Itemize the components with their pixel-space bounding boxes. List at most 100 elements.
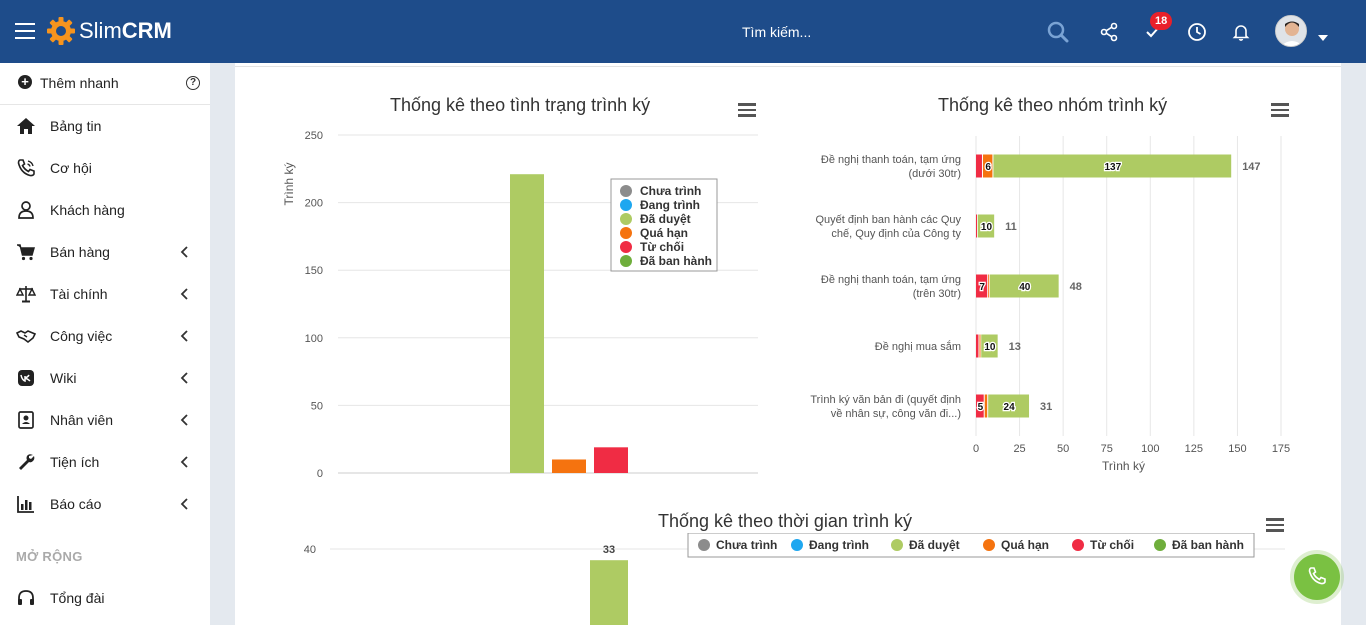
search-icon[interactable] <box>1047 21 1069 43</box>
sidebar-item-tong-dai[interactable]: Tổng đài <box>0 577 210 619</box>
x-tick-label: 150 <box>1228 443 1246 455</box>
y-tick-label: 150 <box>305 265 323 277</box>
y-tick-label: 40 <box>304 544 316 556</box>
data-label: 10 <box>981 222 993 233</box>
vk-icon <box>18 370 34 386</box>
headset-icon <box>18 590 34 605</box>
bar-segment <box>984 394 988 418</box>
chart-time-menu-icon[interactable] <box>1266 518 1284 532</box>
help-icon[interactable]: ? <box>186 76 200 90</box>
sidebar-item-label: Báo cáo <box>50 496 102 512</box>
quick-add-label: Thêm nhanh <box>40 75 119 91</box>
x-tick-label: 25 <box>1013 443 1025 455</box>
category-label: Trình ký văn bản đi (quyết định <box>810 394 961 406</box>
x-tick-label: 75 <box>1101 443 1113 455</box>
sidebar-item-label: Bảng tin <box>50 118 102 134</box>
legend-marker <box>791 539 803 551</box>
bar <box>552 459 586 473</box>
sidebar-item-khach-hang[interactable]: Khách hàng <box>0 189 210 231</box>
bar-segment <box>988 274 990 298</box>
chart-group-menu-icon[interactable] <box>1271 103 1289 117</box>
x-tick-label: 125 <box>1185 443 1203 455</box>
bar-segment <box>977 214 995 238</box>
quick-add-button[interactable]: + Thêm nhanh ? <box>0 63 210 105</box>
sidebar-item-bao-cao[interactable]: Báo cáo <box>0 483 210 525</box>
legend-label: Chưa trình <box>640 184 701 198</box>
home-icon <box>17 118 35 134</box>
user-menu-caret-icon[interactable] <box>1318 35 1328 41</box>
bar-segment <box>976 154 982 178</box>
sidebar-item-bang-tin[interactable]: Bảng tin <box>0 105 210 147</box>
sidebar-item-tien-ich[interactable]: Tiện ích <box>0 441 210 483</box>
category-label: Đề nghị thanh toán, tạm ứng <box>821 154 961 166</box>
clock-icon[interactable] <box>1187 22 1207 42</box>
data-label: 40 <box>1019 282 1031 293</box>
sidebar-section-heading: MỞ RỘNG <box>16 549 83 564</box>
legend-label: Từ chối <box>640 240 684 254</box>
sidebar-item-co-hoi[interactable]: Cơ hội <box>0 147 210 189</box>
legend-marker <box>620 241 632 253</box>
legend-label: Đã duyệt <box>640 212 691 226</box>
bar <box>590 560 628 625</box>
sidebar-item-wiki[interactable]: Wiki <box>0 357 210 399</box>
call-button[interactable] <box>1294 554 1340 600</box>
legend-label: Từ chối <box>1090 538 1134 552</box>
user-avatar[interactable] <box>1275 15 1307 47</box>
legend-marker <box>1154 539 1166 551</box>
sidebar-item-label: Tiện ích <box>50 454 100 470</box>
category-label: chế, Quy định của Công ty <box>831 228 961 240</box>
sidebar-item-nhan-vien[interactable]: Nhân viên <box>0 399 210 441</box>
legend-marker <box>620 255 632 267</box>
bar-segment <box>976 394 984 418</box>
share-icon[interactable] <box>1099 22 1119 42</box>
category-label: về nhân sự, công văn đi...) <box>831 408 961 420</box>
sidebar-item-label: Tổng đài <box>50 590 105 606</box>
chart-time-title: Thống kê theo thời gian trình ký <box>658 511 912 531</box>
sidebar-item-ban-hang[interactable]: Bán hàng <box>0 231 210 273</box>
x-tick-label: 100 <box>1141 443 1159 455</box>
data-label: 5 <box>978 402 984 413</box>
chart-status-menu-icon[interactable] <box>738 103 756 117</box>
app-logo[interactable]: SlimCRM <box>46 15 172 47</box>
bell-icon[interactable] <box>1231 22 1251 42</box>
cart-icon <box>17 244 35 261</box>
bar <box>594 447 628 473</box>
y-tick-label: 0 <box>317 468 323 480</box>
total-label: 11 <box>1005 221 1017 233</box>
bar-segment <box>979 334 981 358</box>
chart-group-title: Thống kê theo nhóm trình ký <box>938 95 1168 115</box>
chart-time: 40 33 Chưa trình Đang trình Đã duyệt Quá hạn T… <box>304 533 1285 625</box>
total-label: 147 <box>1242 161 1260 173</box>
menu-toggle-icon[interactable] <box>15 23 35 41</box>
legend-label: Quá hạn <box>1001 538 1049 552</box>
sidebar-item-label: Cơ hội <box>50 160 92 176</box>
category-label: Quyết định ban hành các Quy <box>815 214 961 226</box>
data-label: 6 <box>985 162 991 173</box>
legend-label: Đang trình <box>640 198 700 212</box>
wrench-icon <box>19 454 35 470</box>
bar-segment <box>993 154 1232 178</box>
sidebar-item-tai-chinh[interactable]: Tài chính <box>0 273 210 315</box>
legend-label: Đã duyệt <box>909 538 960 552</box>
legend-marker <box>620 185 632 197</box>
sidebar-item-label: Công việc <box>50 328 113 344</box>
sidebar-item-label: Nhân viên <box>50 412 114 428</box>
sidebar: + Thêm nhanh ? Bảng tin Cơ hội Khách hàn… <box>0 63 210 625</box>
bar <box>510 174 544 473</box>
data-label: 33 <box>603 544 615 556</box>
legend-marker <box>620 227 632 239</box>
data-label: 24 <box>1004 402 1016 413</box>
bar-segment <box>976 334 979 358</box>
total-label: 13 <box>1009 341 1021 353</box>
legend-marker <box>698 539 710 551</box>
avatar-image <box>1276 16 1306 46</box>
search-input[interactable]: Tìm kiếm... <box>742 24 812 40</box>
sidebar-item-label: Khách hàng <box>50 202 125 218</box>
gear-logo-icon <box>47 17 75 45</box>
bar-chart-icon <box>17 496 34 513</box>
sidebar-item-label: Bán hàng <box>50 244 110 260</box>
check-tasks-icon[interactable] <box>1143 22 1163 42</box>
x-axis-label: Trình ký <box>1102 459 1145 473</box>
sidebar-item-cong-viec[interactable]: Công việc <box>0 315 210 357</box>
